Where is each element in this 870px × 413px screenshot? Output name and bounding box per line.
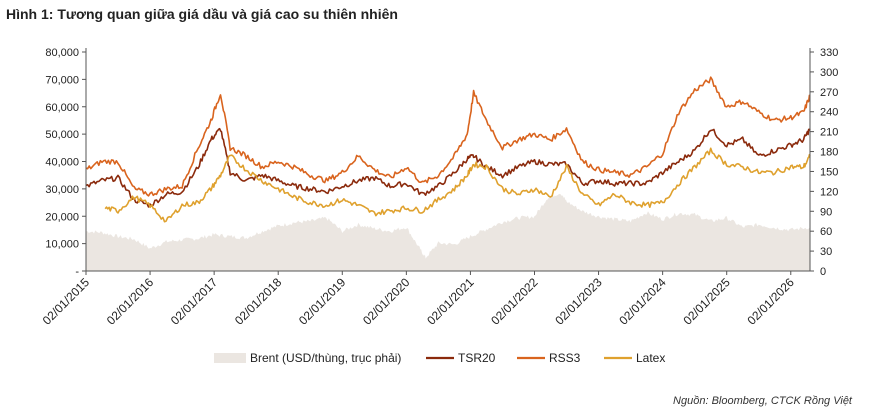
y-left-tick-label: - xyxy=(75,266,79,278)
y-right-tick-label: 60 xyxy=(820,226,832,238)
y-right-tick-label: 120 xyxy=(820,186,838,198)
x-tick-label: 02/01/2016 xyxy=(104,275,157,328)
series-rss3-line xyxy=(85,76,811,197)
x-tick-label: 02/01/2026 xyxy=(745,275,798,328)
x-tick-label: 02/01/2019 xyxy=(296,275,349,328)
legend-label-brent: Brent (USD/thùng, trục phải) xyxy=(250,351,401,365)
y-left-tick-label: 80,000 xyxy=(45,47,79,59)
series-latex-line xyxy=(104,147,811,223)
legend: Brent (USD/thùng, trục phải) TSR20 RSS3 Lat… xyxy=(214,351,665,365)
x-tick-label: 02/01/2017 xyxy=(168,275,221,328)
y-right-tick-label: 180 xyxy=(820,147,838,159)
legend-label-tsr20: TSR20 xyxy=(458,351,496,365)
y-right-tick-label: 330 xyxy=(820,47,838,59)
y-left-tick-label: 60,000 xyxy=(45,102,79,114)
x-tick-label: 02/01/2020 xyxy=(360,275,413,328)
x-tick-label: 02/01/2021 xyxy=(424,275,477,328)
x-tick-label: 02/01/2015 xyxy=(40,275,93,328)
source-note: Nguồn: Bloomberg, CTCK Rồng Việt xyxy=(673,395,852,407)
series-group xyxy=(85,76,811,271)
legend-label-rss3: RSS3 xyxy=(549,351,581,365)
y-right-tick-label: 0 xyxy=(820,266,826,278)
chart-title: Hình 1: Tương quan giữa giá dầu và giá c… xyxy=(6,6,398,22)
y-right-tick-label: 210 xyxy=(820,127,838,139)
x-tick-label: 02/01/2023 xyxy=(552,275,605,328)
legend-label-latex: Latex xyxy=(636,351,665,365)
legend-swatch-brent xyxy=(214,353,246,363)
y-left-tick-label: 20,000 xyxy=(45,211,79,223)
y-right-tick-label: 300 xyxy=(820,67,838,79)
y-left-tick-label: 30,000 xyxy=(45,184,79,196)
y-left-tick-label: 40,000 xyxy=(45,157,79,169)
y-left-tick-label: 50,000 xyxy=(45,129,79,141)
y-right-tick-label: 270 xyxy=(820,87,838,99)
x-tick-label: 02/01/2022 xyxy=(488,275,541,328)
axes-group: - 10,000 20,000 30,000 40,000 50,000 60,000 70,… xyxy=(40,47,839,328)
x-tick-label: 02/01/2018 xyxy=(232,275,285,328)
y-right-tick-label: 150 xyxy=(820,166,838,178)
y-right-tick-label: 30 xyxy=(820,246,832,258)
x-tick-label: 02/01/2025 xyxy=(680,275,733,328)
series-brent-area xyxy=(86,193,810,271)
y-right-tick-label: 90 xyxy=(820,206,832,218)
y-left-tick-label: 10,000 xyxy=(45,239,79,251)
y-left-tick-label: 70,000 xyxy=(45,74,79,86)
y-right-tick-label: 240 xyxy=(820,107,838,119)
x-tick-label: 02/01/2024 xyxy=(616,275,669,328)
series-tsr20-line xyxy=(85,127,811,208)
